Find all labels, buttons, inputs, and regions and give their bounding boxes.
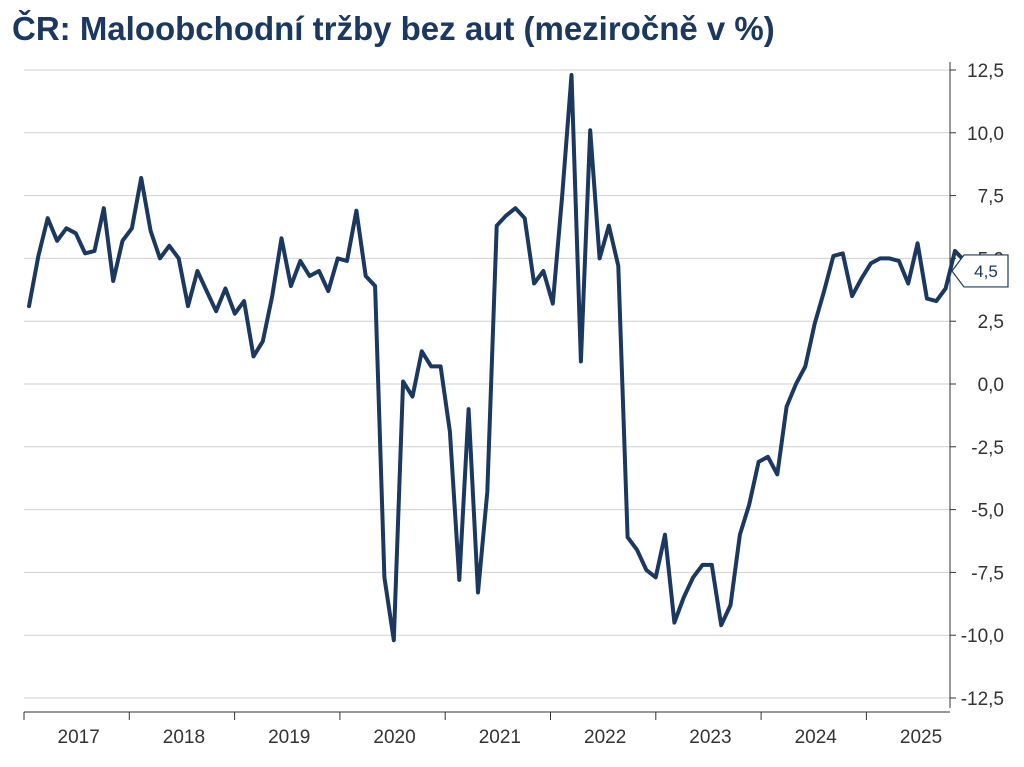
- y-tick-label: -2,5: [971, 438, 1004, 459]
- tick-labels: 12,510,07,55,02,50,0-2,5-5,0-7,5-10,0-12…: [58, 61, 1009, 748]
- last-value-callout: [951, 254, 1009, 288]
- y-tick-label: -5,0: [971, 501, 1004, 522]
- x-tick-label: 2017: [58, 727, 100, 748]
- x-tick-label: 2022: [584, 727, 626, 748]
- y-tick-label: 10,0: [967, 124, 1004, 145]
- series-layer: [27, 73, 976, 643]
- x-tick-label: 2023: [689, 727, 731, 748]
- y-tick-label: 12,5: [967, 61, 1004, 82]
- chart-title: ČR: Maloobchodní tržby bez aut (meziročn…: [12, 10, 775, 47]
- x-tick-label: 2025: [900, 727, 942, 748]
- y-tick-label: -7,5: [971, 563, 1004, 584]
- last-value-label: 4,5: [974, 262, 998, 281]
- y-tick-label: -10,0: [961, 626, 1004, 647]
- y-tick-label: -12,5: [961, 689, 1004, 710]
- x-tick-label: 2021: [479, 727, 521, 748]
- y-tick-label: 0,0: [978, 375, 1004, 396]
- x-tick-label: 2024: [795, 727, 838, 748]
- x-tick-label: 2019: [268, 727, 310, 748]
- x-tick-label: 2020: [373, 727, 415, 748]
- series-line: [27, 73, 976, 643]
- axes: [23, 62, 956, 720]
- y-tick-label: 7,5: [978, 187, 1004, 208]
- y-tick-label: 2,5: [978, 312, 1004, 333]
- gridlines: [24, 69, 950, 699]
- x-tick-label: 2018: [163, 727, 205, 748]
